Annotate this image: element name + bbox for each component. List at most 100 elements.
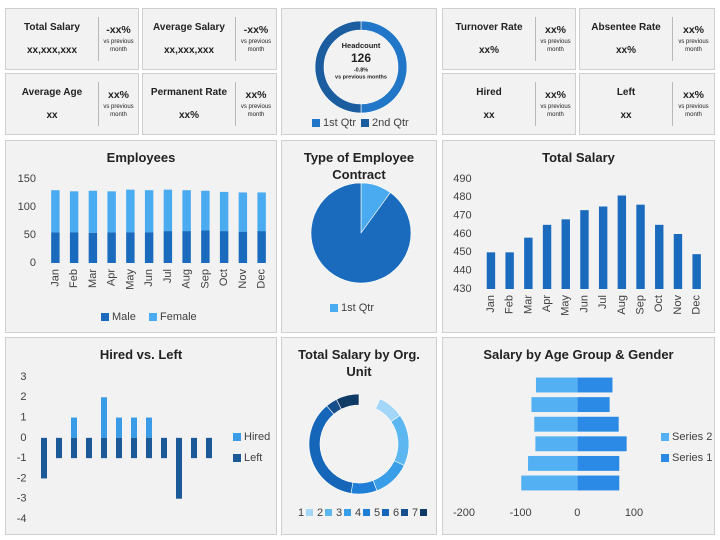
contract-chart: 1st Qtr (310, 182, 412, 314)
org-unit-panel: 1 2 3 4 5 6 7 Total Salary by Org. Unit (281, 337, 437, 535)
bar (577, 436, 627, 452)
kpi-value: xx,xxx,xxx (26, 45, 78, 57)
x-tick-label: Nov (237, 269, 249, 289)
bar (238, 231, 248, 263)
kpi-note: vs previous month (678, 39, 709, 53)
y-tick-label: 3 (20, 371, 26, 383)
bar (521, 475, 578, 491)
bar (71, 437, 77, 459)
x-tick-label: Nov (672, 295, 684, 315)
org-unit-chart: 1 2 3 4 5 6 7 (298, 393, 427, 519)
kpi-note: vs previous month (678, 104, 709, 118)
x-tick-label: 100 (625, 507, 643, 519)
legend-swatch (420, 509, 427, 516)
legend-label: Male (112, 311, 136, 323)
legend-label: Series 2 (672, 431, 712, 443)
bar (107, 232, 116, 263)
legend-label: 2nd Qtr (372, 117, 409, 129)
kpi-compare: xx% vs previous month (235, 82, 276, 126)
y-tick-label: 100 (18, 201, 36, 213)
bar (71, 417, 77, 438)
y-tick-label: 440 (453, 265, 471, 277)
hired-left-panel: -4 -3 -2 -1 0 1 2 3 Hired Left Hired vs. Left (5, 337, 277, 535)
legend-swatch (363, 509, 370, 516)
center-value: 126 (351, 51, 371, 65)
y-tick-label: 490 (453, 173, 471, 185)
kpi-change: -xx% (106, 24, 131, 36)
age-gender-chart: -200 -100 0 100 Series 2 Series 1 (453, 377, 712, 519)
y-tick-label: 150 (18, 173, 36, 185)
legend-swatch (382, 509, 389, 516)
legend-swatch (361, 119, 369, 127)
legend-label: 1 (298, 507, 304, 519)
x-tick-label: Dec (691, 295, 703, 315)
y-tick-label: -1 (17, 452, 27, 464)
legend-swatch (325, 509, 332, 516)
legend-label: 5 (374, 507, 380, 519)
slice (372, 460, 405, 492)
center-label: Headcount (342, 41, 381, 50)
bar (191, 437, 197, 459)
center-change: -0.8% (354, 67, 368, 73)
kpi-note: vs previous month (540, 39, 571, 53)
bar (161, 437, 167, 459)
kpi-main: Total Salary xx,xxx,xxx (6, 9, 98, 69)
x-tick-label: Oct (218, 269, 230, 286)
kpi-compare: -xx% vs previous month (235, 17, 276, 61)
x-tick-label: May (560, 295, 572, 316)
legend-swatch (661, 433, 669, 441)
legend-label: 1st Qtr (323, 117, 356, 129)
bar (131, 437, 137, 459)
kpi-label: Hired (476, 86, 502, 98)
bar (116, 417, 122, 438)
contract-panel: 1st Qtr Type of Employee Contract (281, 140, 437, 333)
y-tick-label: -4 (17, 513, 27, 525)
kpi-card: Absentee Rate xx% xx% vs previous month (579, 8, 715, 70)
kpi-value: xx (46, 110, 58, 122)
salary-chart: 430 440 450 460 470 480 490 Jan Feb Mar Apr May Jun J… (453, 173, 703, 316)
x-tick-label: Mar (522, 295, 534, 314)
kpi-main: Absentee Rate xx% (580, 9, 672, 69)
bar (126, 232, 135, 263)
legend-swatch (312, 119, 320, 127)
kpi-compare: xx% vs previous month (535, 82, 575, 126)
bar (577, 397, 610, 413)
kpi-value: xx% (615, 45, 636, 57)
kpi-label: Average Age (21, 86, 83, 98)
salary-panel: 430 440 450 460 470 480 490 Jan Feb Mar Apr May Jun J… (442, 140, 715, 333)
x-tick-label: Oct (653, 295, 665, 312)
kpi-card: Turnover Rate xx% xx% vs previous month (442, 8, 576, 70)
bar (542, 224, 552, 289)
y-tick-label: -2 (17, 472, 27, 484)
kpi-compare: xx% vs previous month (672, 17, 714, 61)
kpi-main: Average Age xx (6, 74, 98, 134)
legend-swatch (149, 313, 157, 321)
bar (144, 190, 154, 233)
legend-swatch (233, 454, 241, 462)
kpi-note: vs previous month (103, 104, 134, 118)
bar (88, 190, 98, 233)
legend-label: 7 (412, 507, 418, 519)
bar (163, 231, 173, 263)
bar (101, 437, 107, 459)
kpi-card: Total Salary xx,xxx,xxx -xx% vs previous mo… (5, 8, 139, 70)
bar (535, 377, 578, 393)
bar (577, 377, 613, 393)
y-tick-label: 460 (453, 228, 471, 240)
bar (107, 191, 116, 233)
bar (41, 437, 47, 479)
kpi-card: Left xx xx% vs previous month (579, 73, 715, 135)
employees-panel: 0 50 100 150 Jan Feb Mar Apr May Jun Jul Aug Sep Oct N… (5, 140, 277, 333)
kpi-main: Hired xx (443, 74, 535, 134)
bar (201, 230, 210, 263)
x-tick-label: Jul (597, 295, 609, 309)
x-tick-label: Sep (634, 295, 646, 315)
bar (56, 437, 62, 459)
legend-label: 2 (317, 507, 323, 519)
kpi-compare: xx% vs previous month (535, 17, 575, 61)
x-tick-label: Jun (578, 295, 590, 313)
x-tick-label: Sep (199, 269, 211, 289)
x-tick-label: Dec (256, 269, 268, 289)
legend-label: 1st Qtr (341, 302, 374, 314)
kpi-label: Left (616, 86, 636, 98)
